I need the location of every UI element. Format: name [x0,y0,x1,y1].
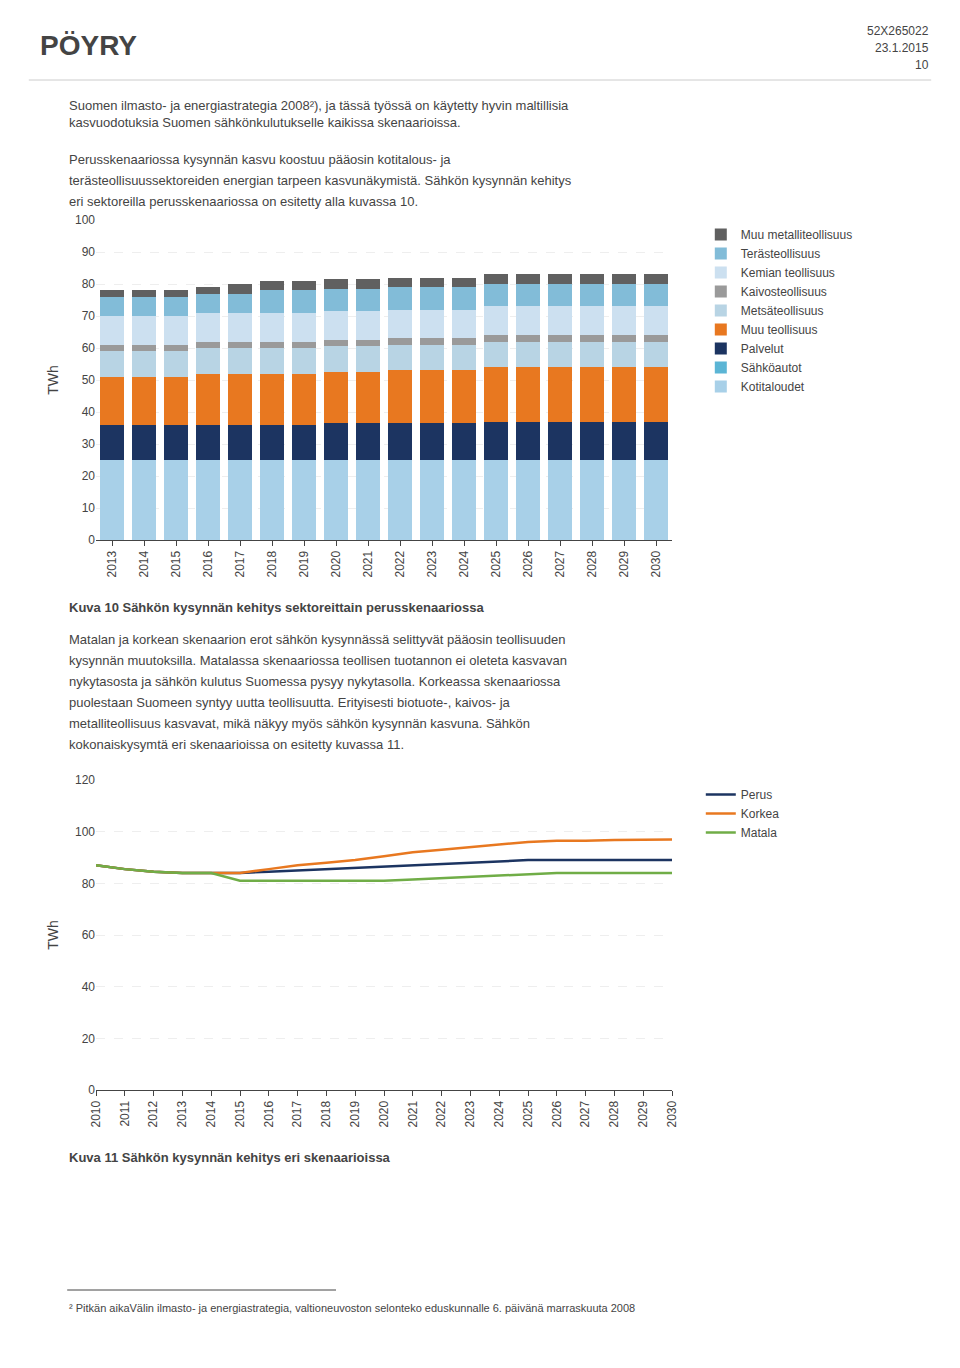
svg-text:2026: 2026 [521,550,535,577]
svg-text:2016: 2016 [262,1100,276,1127]
svg-text:Suomen ilmasto- ja energiastra: Suomen ilmasto- ja energiastrategia 2008… [69,98,569,130]
svg-text:2018: 2018 [265,550,279,577]
svg-text:20: 20 [82,469,96,483]
svg-text:2012: 2012 [147,1100,161,1127]
svg-text:2024: 2024 [457,550,471,577]
svg-text:52X265022: 52X265022 [867,24,929,38]
svg-text:90: 90 [82,245,96,259]
svg-text:Kemian teollisuus: Kemian teollisuus [741,266,835,280]
svg-text:30: 30 [82,437,96,451]
svg-text:10: 10 [82,501,96,515]
svg-text:Muu teollisuus: Muu teollisuus [741,323,818,337]
svg-text:nykytasosta ja sähkön kulutus: nykytasosta ja sähkön kulutus Suomessa p… [69,674,561,689]
svg-text:2017: 2017 [233,550,247,577]
svg-text:2023: 2023 [463,1100,477,1127]
svg-text:Kaivosteollisuus: Kaivosteollisuus [741,285,827,299]
svg-text:2017: 2017 [291,1100,305,1127]
svg-text:2013: 2013 [105,550,119,577]
svg-text:2028: 2028 [585,550,599,577]
svg-text:2020: 2020 [329,550,343,577]
svg-text:2024: 2024 [492,1100,506,1127]
svg-text:100: 100 [75,213,95,227]
svg-text:100: 100 [75,825,95,839]
svg-text:2030: 2030 [665,1100,679,1127]
svg-text:Matala: Matala [741,826,777,840]
svg-text:Kotitaloudet: Kotitaloudet [741,380,805,394]
svg-text:2026: 2026 [550,1100,564,1127]
svg-text:Perus: Perus [741,788,772,802]
svg-text:2021: 2021 [361,550,375,577]
svg-text:PÖYRY: PÖYRY [40,30,137,61]
svg-text:60: 60 [82,341,96,355]
svg-text:2013: 2013 [175,1100,189,1127]
svg-text:2027: 2027 [553,550,567,577]
svg-text:² Pitkän aikaVälin ilmasto- ja: ² Pitkän aikaVälin ilmasto- ja energiast… [69,1302,635,1314]
svg-text:2014: 2014 [204,1100,218,1127]
svg-text:2029: 2029 [636,1100,650,1127]
svg-text:80: 80 [82,877,96,891]
svg-text:2025: 2025 [521,1100,535,1127]
svg-text:20: 20 [82,1032,96,1046]
svg-text:70: 70 [82,309,96,323]
svg-text:120: 120 [75,773,95,787]
svg-text:terästeollisuussektoreiden ene: terästeollisuussektoreiden energian tarp… [69,173,572,188]
svg-text:2028: 2028 [607,1100,621,1127]
svg-text:0: 0 [88,1083,95,1097]
svg-text:Kuva 10 Sähkön kysynnän kehity: Kuva 10 Sähkön kysynnän kehitys sektorei… [69,600,485,615]
svg-text:2022: 2022 [393,550,407,577]
svg-text:60: 60 [82,928,96,942]
svg-text:2015: 2015 [169,550,183,577]
svg-text:2022: 2022 [435,1100,449,1127]
svg-text:2010: 2010 [89,1100,103,1127]
svg-text:2023: 2023 [425,550,439,577]
svg-text:Kuva 11 Sähkön kysynnän kehity: Kuva 11 Sähkön kysynnän kehitys eri sken… [69,1150,391,1165]
svg-text:2021: 2021 [406,1100,420,1127]
svg-text:2029: 2029 [617,550,631,577]
svg-text:2014: 2014 [137,550,151,577]
svg-text:Matalan ja korkean skenaarion: Matalan ja korkean skenaarion erot sähkö… [69,632,565,647]
svg-text:TWh: TWh [45,365,61,395]
svg-text:40: 40 [82,980,96,994]
svg-text:2015: 2015 [233,1100,247,1127]
svg-text:TWh: TWh [45,920,61,950]
svg-text:Sähköautot: Sähköautot [741,361,802,375]
svg-text:40: 40 [82,405,96,419]
svg-text:80: 80 [82,277,96,291]
svg-text:metalliteollisuus kasvavat, mi: metalliteollisuus kasvavat, mikä näkyy m… [69,716,530,731]
svg-text:0: 0 [88,533,95,547]
svg-text:2019: 2019 [348,1100,362,1127]
svg-text:kokonaiskysymtä eri skenaarioi: kokonaiskysymtä eri skenaarioissa on esi… [69,737,404,752]
svg-text:2018: 2018 [319,1100,333,1127]
svg-text:2011: 2011 [118,1100,132,1126]
svg-text:Metsäteollisuus: Metsäteollisuus [741,304,824,318]
svg-text:50: 50 [82,373,96,387]
svg-text:2019: 2019 [297,550,311,577]
svg-text:2016: 2016 [201,550,215,577]
svg-text:Palvelut: Palvelut [741,342,784,356]
svg-text:2020: 2020 [377,1100,391,1127]
svg-text:2030: 2030 [649,550,663,577]
svg-text:Muu metalliteollisuus: Muu metalliteollisuus [741,228,852,242]
svg-text:kysynnän muutoksilla. Matalass: kysynnän muutoksilla. Matalassa skenaari… [69,653,567,668]
svg-text:eri sektoreilla perusskenaario: eri sektoreilla perusskenaariossa on esi… [69,194,418,209]
svg-text:puolestaan Suomeen syntyy uutt: puolestaan Suomeen syntyy uutta teollisu… [69,695,511,710]
svg-text:2027: 2027 [579,1100,593,1127]
svg-text:2025: 2025 [489,550,503,577]
svg-text:Perusskenaariossa kysynnän kas: Perusskenaariossa kysynnän kasvu koostuu… [69,152,451,167]
svg-text:23.1.2015: 23.1.2015 [875,41,929,55]
svg-text:Terästeollisuus: Terästeollisuus [741,247,820,261]
svg-text:10: 10 [915,58,929,72]
svg-text:Korkea: Korkea [741,807,779,821]
